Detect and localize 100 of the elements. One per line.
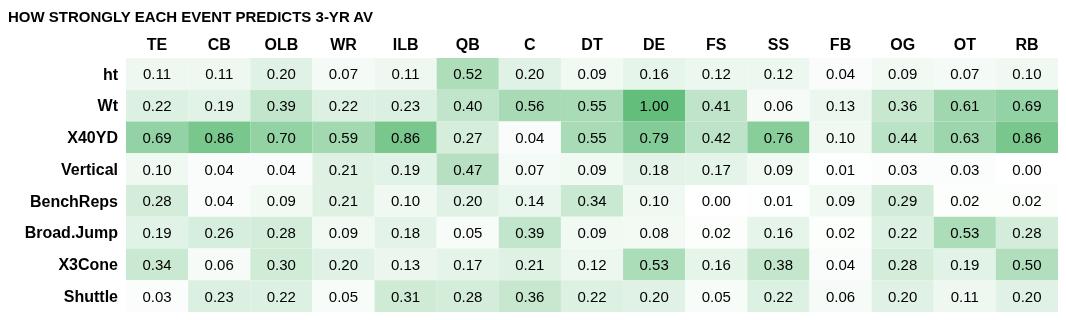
data-label: 0.04 [515,128,545,146]
data-label: 0.59 [328,128,359,146]
x-tick-label: SS [767,36,790,53]
data-label: 0.10 [142,160,172,178]
data-label: 0.34 [142,255,172,273]
data-label: 0.06 [825,287,856,305]
data-label: 0.07 [515,160,545,178]
data-label: 0.47 [453,160,483,178]
data-label: 0.22 [142,97,172,115]
y-tick-label: Shuttle [63,287,119,305]
data-label: 0.05 [701,287,731,305]
data-label: 0.02 [1012,192,1042,210]
data-label: 0.86 [204,128,234,146]
data-label: 0.04 [825,65,856,83]
data-label: 0.19 [204,97,234,115]
data-label: 0.22 [888,224,918,242]
data-label: 0.69 [142,128,172,146]
data-label: 0.07 [950,65,980,83]
data-label: 0.18 [391,224,421,242]
data-label: 0.21 [328,160,359,178]
data-label: 0.30 [266,255,296,273]
data-label: 0.13 [825,97,856,115]
y-tick-label: ht [102,65,119,83]
data-label: 0.19 [142,224,172,242]
data-label: 0.13 [391,255,421,273]
data-label: 0.12 [701,65,731,83]
data-label: 0.01 [825,160,856,178]
data-label: 0.26 [204,224,234,242]
data-label: 0.23 [391,97,421,115]
data-label: 0.55 [577,97,607,115]
x-tick-label: OG [890,36,916,53]
data-label: 0.20 [328,255,359,273]
data-label: 0.06 [763,97,793,115]
y-tick-label: X40YD [67,129,118,147]
data-label: 0.20 [888,287,918,305]
data-label: 0.04 [204,160,234,178]
data-label: 0.40 [453,97,483,115]
data-label: 0.11 [143,65,172,83]
data-label: 0.09 [577,160,607,178]
data-label: 0.29 [888,192,918,210]
data-label: 0.36 [888,97,918,115]
y-tick-label: Vertical [61,160,118,178]
data-label: 0.21 [328,192,359,210]
data-label: 0.10 [639,192,669,210]
data-label: 0.19 [950,255,980,273]
data-label: 0.02 [701,224,731,242]
x-tick-label: RB [1015,36,1039,53]
data-label: 0.22 [266,287,296,305]
x-tick-label: DE [643,36,666,53]
x-tick-label: FB [829,36,852,53]
data-label: 0.22 [763,287,793,305]
data-label: 0.39 [515,224,545,242]
data-label: 0.03 [142,287,172,305]
data-label: 0.53 [950,224,980,242]
data-label: 0.05 [328,287,359,305]
data-label: 0.09 [763,160,793,178]
data-label: 0.03 [950,160,980,178]
data-label: 0.18 [639,160,669,178]
data-label: 0.16 [639,65,669,83]
x-tick-label: C [524,36,537,53]
data-label: 0.02 [950,192,980,210]
data-label: 0.55 [577,128,607,146]
data-label: 0.28 [142,192,172,210]
data-label: 0.36 [515,287,545,305]
y-tick-label: X3Cone [58,256,119,274]
data-label: 0.56 [515,97,545,115]
data-label: 0.00 [701,192,731,210]
data-label: 0.08 [639,224,669,242]
data-label: 0.20 [639,287,669,305]
x-tick-label: DT [581,36,603,53]
data-label: 0.09 [577,65,607,83]
data-label: 0.39 [266,97,296,115]
data-label: 0.14 [515,192,545,210]
x-tick-label: CB [207,36,231,53]
data-label: 0.63 [950,128,980,146]
data-label: 0.28 [266,224,296,242]
data-label: 0.01 [763,192,793,210]
data-label: 0.53 [639,255,669,273]
data-label: 0.50 [1012,255,1042,273]
data-label: 0.11 [391,65,420,83]
x-tick-label: TE [146,36,168,53]
x-tick-label: ILB [392,36,419,53]
data-label: 0.44 [888,128,918,146]
data-label: 0.22 [577,287,607,305]
data-label: 0.11 [205,65,234,83]
data-label: 0.79 [639,128,669,146]
data-label: 0.00 [1012,160,1042,178]
data-label: 0.20 [515,65,545,83]
y-tick-label: Broad.Jump [24,224,119,242]
data-label: 0.09 [577,224,607,242]
data-label: 0.10 [1012,65,1042,83]
data-label: 0.19 [391,160,421,178]
data-label: 0.16 [701,255,731,273]
data-label: 0.28 [453,287,483,305]
data-label: 0.38 [763,255,793,273]
data-label: 0.21 [515,255,545,273]
data-label: 0.10 [825,128,856,146]
data-label: 0.61 [950,97,980,115]
data-label: 0.09 [328,224,359,242]
data-label: 0.86 [1012,128,1042,146]
